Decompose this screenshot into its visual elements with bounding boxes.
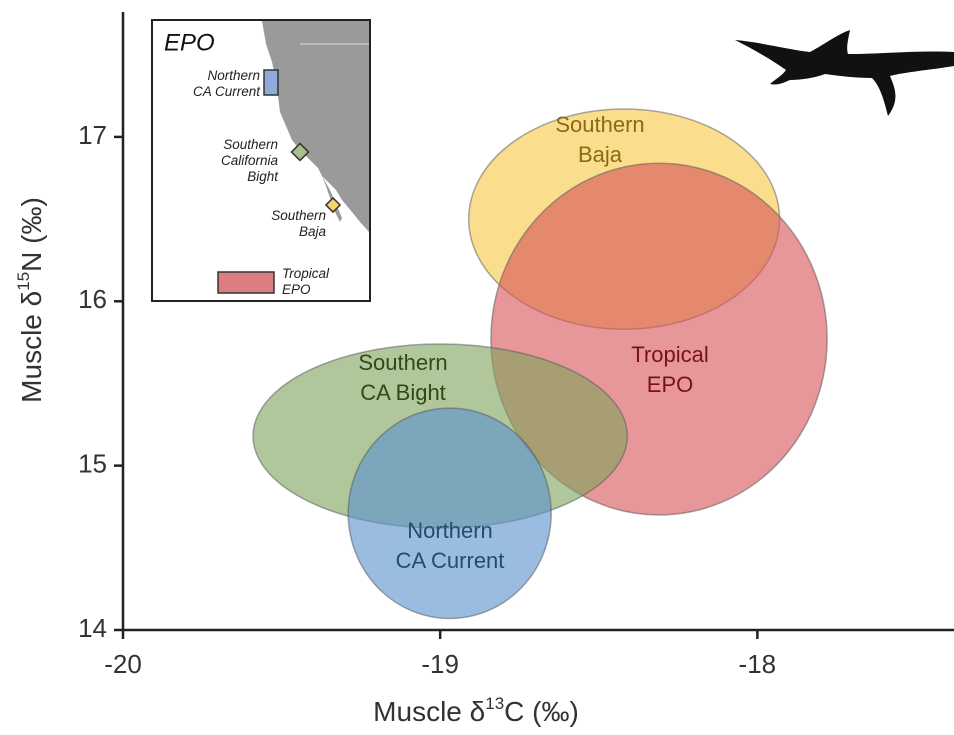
x-axis-label: Muscle δ13C (‰): [373, 694, 579, 727]
inset-label-line: Baja: [299, 224, 327, 239]
inset-label-line: California: [221, 153, 279, 168]
y-axis-label-part: N (‰): [16, 197, 47, 272]
niche-ellipse: [347, 407, 552, 620]
ellipse-label-line: CA Bight: [360, 380, 446, 405]
x-tick-label: -20: [104, 649, 142, 679]
y-tick-label: 15: [78, 449, 107, 479]
x-axis-label-part: Muscle δ: [373, 696, 485, 727]
inset-label: Tropical EPO: [282, 266, 330, 297]
ellipse-label: Northern CA Current: [396, 518, 505, 573]
inset-label-line: Southern: [223, 137, 278, 152]
y-axis-label-part: 15: [14, 272, 33, 291]
ellipse-label: Southern CA Bight: [358, 350, 447, 405]
inset-label: Northern CA Current: [193, 68, 261, 99]
y-tick-label: 16: [78, 284, 107, 314]
x-tick-label: -18: [739, 649, 777, 679]
ellipse-label: Tropical EPO: [631, 342, 708, 397]
inset-label: Southern California Bight: [221, 137, 279, 184]
inset-label-line: Northern: [207, 68, 260, 83]
ellipse-label-line: Southern: [358, 350, 447, 375]
inset-label: Southern Baja: [271, 208, 326, 239]
ellipse-label-line: Baja: [578, 142, 623, 167]
y-tick-label: 14: [78, 613, 107, 643]
ellipse-label-line: Northern: [407, 518, 493, 543]
inset-title: EPO: [164, 29, 215, 56]
ellipse-label-line: EPO: [647, 372, 693, 397]
x-tick-label: -19: [421, 649, 459, 679]
shark-silhouette: [735, 30, 954, 116]
inset-label-line: Southern: [271, 208, 326, 223]
x-axis-label-part: C (‰): [504, 696, 579, 727]
inset-region: [290, 142, 310, 162]
inset-land: [262, 21, 369, 232]
y-axis-label: Muscle δ15N (‰): [14, 197, 47, 403]
inset-label-line: CA Current: [193, 84, 261, 99]
inset-region: [217, 271, 275, 294]
inset-region: [263, 69, 279, 96]
y-axis-label-part: Muscle δ: [16, 291, 47, 403]
inset-label-line: Bight: [247, 169, 279, 184]
y-tick-label: 17: [78, 120, 107, 150]
inset-region: [324, 196, 342, 214]
inset-label-line: EPO: [282, 282, 311, 297]
inset-label-line: Tropical: [282, 266, 330, 281]
ellipse-label: Southern Baja: [555, 112, 644, 167]
ellipse-label-line: Tropical: [631, 342, 708, 367]
ellipse-label-line: CA Current: [396, 548, 505, 573]
ellipse-label-line: Southern: [555, 112, 644, 137]
x-axis-label-part: 13: [485, 694, 504, 713]
